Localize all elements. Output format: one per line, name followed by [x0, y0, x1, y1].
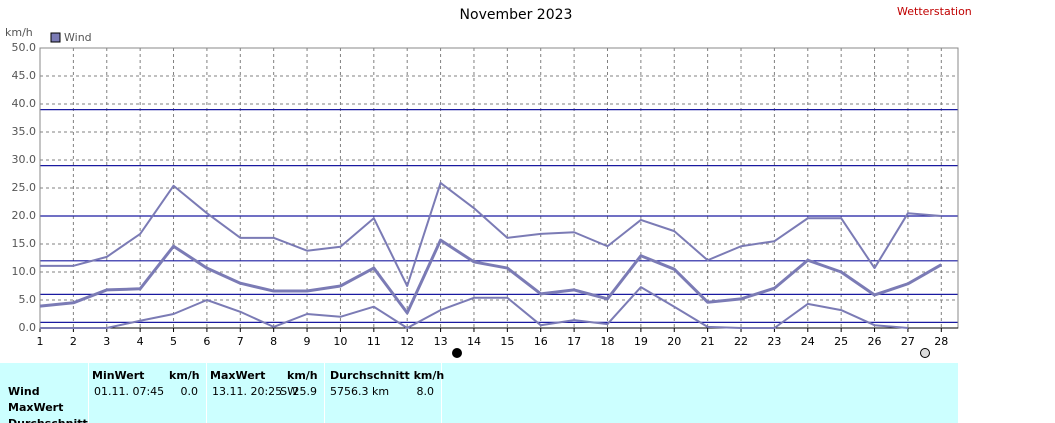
x-tick-label: 11 — [367, 335, 381, 348]
legend-swatch — [50, 32, 61, 43]
x-tick-label: 24 — [801, 335, 815, 348]
wind-line — [39, 238, 943, 315]
x-tick-label: 13 — [434, 335, 448, 348]
x-tick-label: 22 — [734, 335, 748, 348]
table-cell: SW — [280, 385, 298, 398]
table-header: Durchschnitt km/h — [330, 369, 444, 382]
x-tick-label: 8 — [270, 335, 277, 348]
y-tick-label: 20.0 — [12, 209, 37, 222]
wind-line — [40, 181, 942, 287]
chart-title: November 2023 — [460, 7, 573, 23]
y-tick-label: 30.0 — [12, 153, 37, 166]
x-tick-label: 28 — [934, 335, 948, 348]
x-tick-label: 19 — [634, 335, 648, 348]
y-tick-label: 10.0 — [12, 265, 37, 278]
x-tick-label: 1 — [37, 335, 44, 348]
y-tick-label: 0.0 — [19, 321, 37, 334]
table-lines — [88, 363, 442, 423]
table-header: MinWert — [92, 369, 144, 382]
y-tick-label: 50.0 — [12, 41, 37, 54]
row-label: Wind — [8, 385, 40, 398]
moon-full — [920, 348, 930, 358]
y-tick-label: 15.0 — [12, 237, 37, 250]
x-tick-label: 9 — [304, 335, 311, 348]
station-label: Wetterstation — [897, 5, 972, 18]
x-tick-label: 15 — [500, 335, 514, 348]
x-tick-label: 3 — [103, 335, 110, 348]
x-tick-label: 21 — [701, 335, 715, 348]
table-bg — [0, 363, 958, 423]
x-tick-label: 7 — [237, 335, 244, 348]
wind-line — [40, 286, 909, 329]
table-header: km/h — [287, 369, 318, 382]
table-cell: 5756.3 km — [330, 385, 389, 398]
row-label: MaxWert — [8, 401, 63, 414]
x-tick-label: 2 — [70, 335, 77, 348]
y-tick-label: 25.0 — [12, 181, 37, 194]
table-cell: 8.0 — [417, 385, 435, 398]
table-header: km/h — [169, 369, 200, 382]
table-cell: 25.9 — [293, 385, 318, 398]
x-tick-label: 10 — [333, 335, 347, 348]
x-tick-label: 20 — [667, 335, 681, 348]
x-tick-label: 23 — [767, 335, 781, 348]
table-cell: 0.0 — [181, 385, 199, 398]
x-tick-label: 12 — [400, 335, 414, 348]
table-header: MaxWert — [210, 369, 265, 382]
x-tick-label: 16 — [534, 335, 548, 348]
x-tick-label: 26 — [868, 335, 882, 348]
x-tick-label: 4 — [137, 335, 144, 348]
table-cell: 01.11. 07:45 — [94, 385, 164, 398]
y-tick-label: 40.0 — [12, 97, 37, 110]
x-tick-label: 14 — [467, 335, 481, 348]
x-tick-label: 17 — [567, 335, 581, 348]
y-unit: km/h — [5, 26, 33, 39]
x-tick-label: 18 — [600, 335, 614, 348]
y-tick-label: 45.0 — [12, 69, 37, 82]
x-tick-label: 5 — [170, 335, 177, 348]
y-tick-label: 35.0 — [12, 125, 37, 138]
y-tick-label: 5.0 — [19, 293, 37, 306]
row-label: Durchschnitt — [8, 417, 88, 423]
moon-new — [452, 348, 462, 358]
x-tick-label: 25 — [834, 335, 848, 348]
legend-label: Wind — [64, 31, 92, 44]
x-tick-label: 6 — [203, 335, 210, 348]
x-tick-label: 27 — [901, 335, 915, 348]
table-cell: 13.11. 20:25 — [212, 385, 282, 398]
